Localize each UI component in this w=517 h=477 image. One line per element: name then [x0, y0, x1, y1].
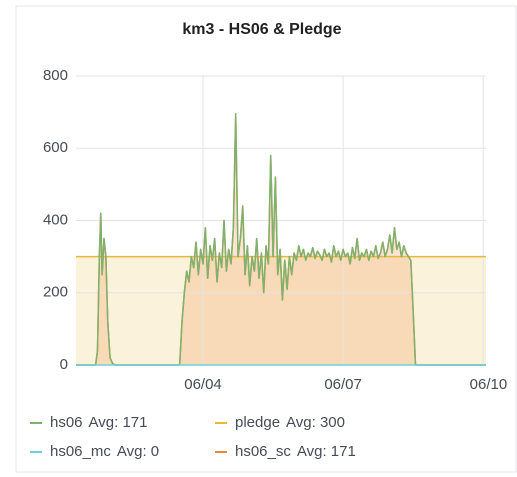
x-tick-label: 06/07: [324, 376, 362, 393]
y-tick-label: 400: [43, 211, 68, 228]
legend-avg: Avg: 300: [286, 414, 345, 431]
area: [76, 113, 486, 366]
legend-label: hs06: [50, 414, 83, 431]
legend-avg: Avg: 171: [89, 414, 148, 431]
series-line: [76, 113, 486, 366]
chart-title: km3 - HS06 & Pledge: [182, 21, 341, 38]
y-tick-label: 800: [43, 67, 68, 84]
legend-avg: Avg: 0: [117, 443, 159, 460]
legend-label: hs06_sc: [235, 443, 291, 460]
legend-avg: Avg: 171: [297, 443, 356, 460]
x-tick-label: 06/04: [184, 376, 222, 393]
x-tick-label: 06/10: [470, 376, 508, 393]
y-tick-label: 600: [43, 139, 68, 156]
legend-label: pledge: [235, 414, 280, 431]
y-tick-label: 200: [43, 284, 68, 301]
y-tick-label: 0: [60, 356, 68, 373]
area: [76, 256, 486, 365]
legend-label: hs06_mc: [50, 443, 111, 460]
